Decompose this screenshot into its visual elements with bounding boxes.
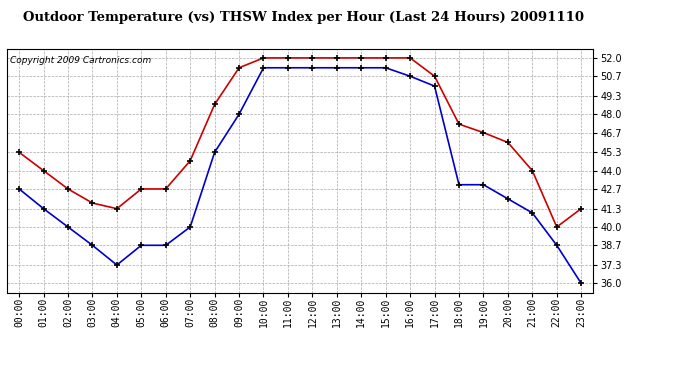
- Text: Outdoor Temperature (vs) THSW Index per Hour (Last 24 Hours) 20091110: Outdoor Temperature (vs) THSW Index per …: [23, 11, 584, 24]
- Text: Copyright 2009 Cartronics.com: Copyright 2009 Cartronics.com: [10, 56, 151, 65]
